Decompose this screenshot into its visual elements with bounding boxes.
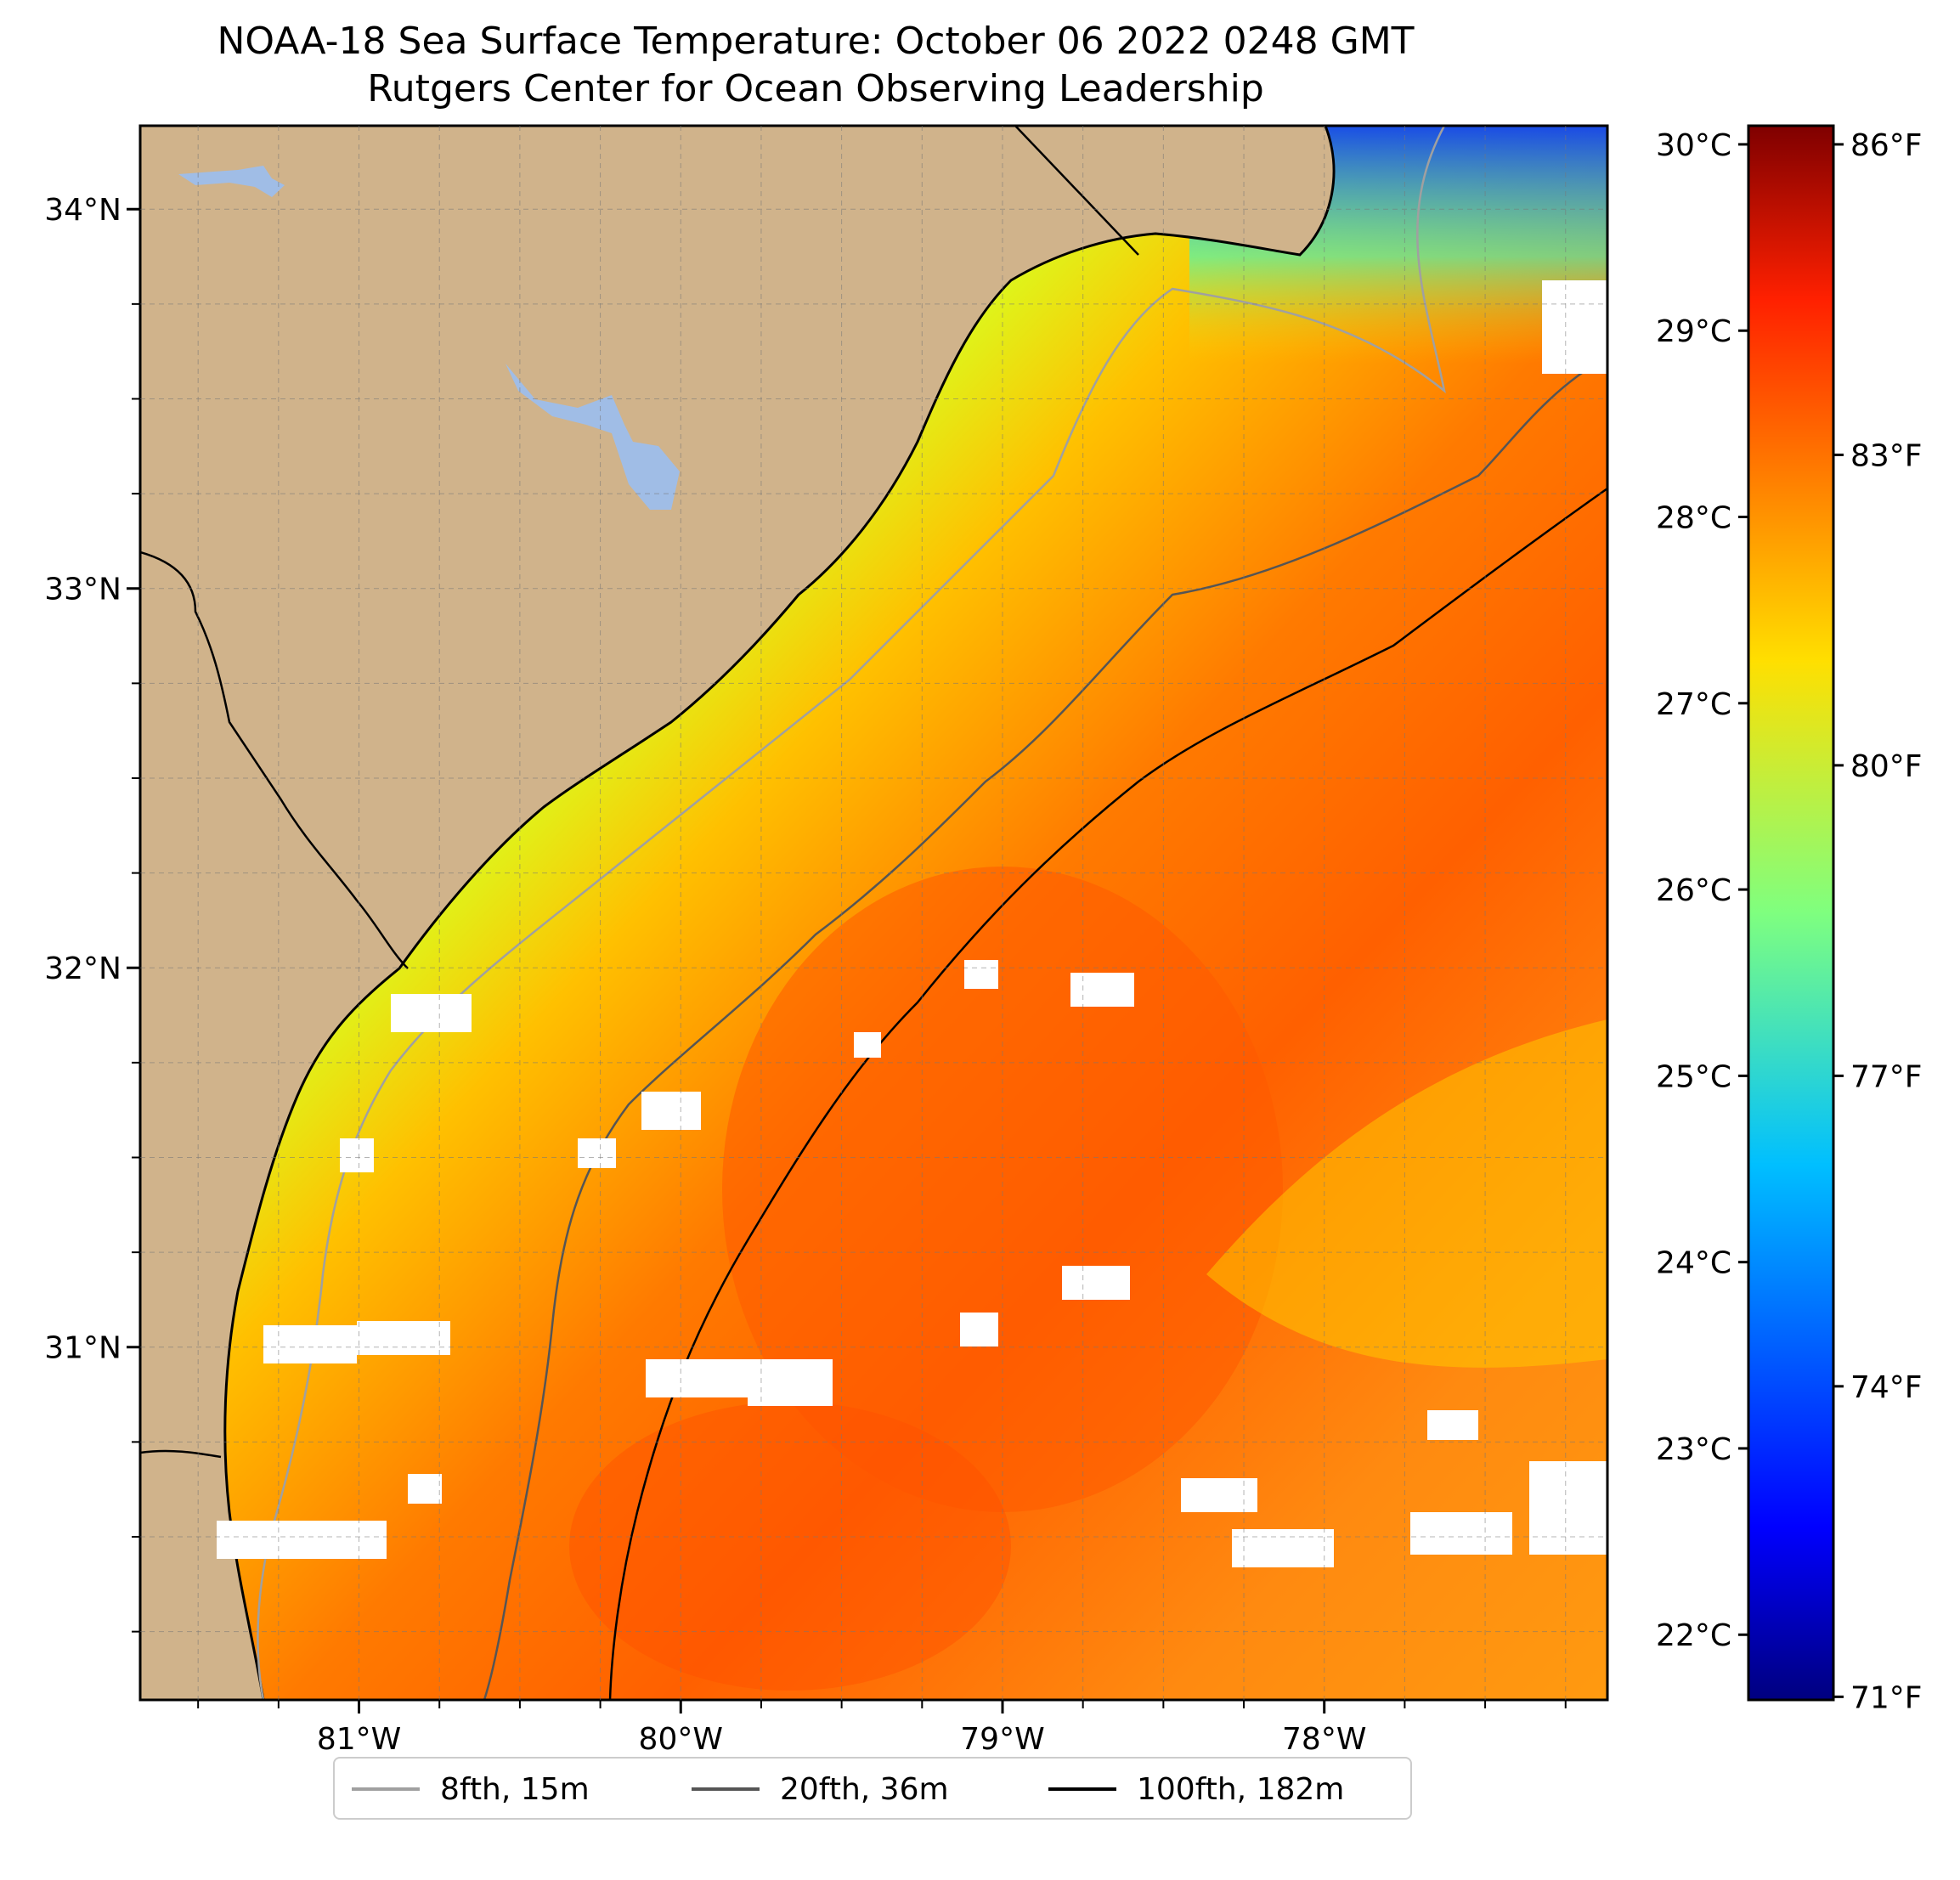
- fahrenheit-tick-label: 74°F: [1850, 1370, 1923, 1405]
- lake-marion: [506, 364, 680, 510]
- map-title: NOAA-18 Sea Surface Temperature: October…: [217, 20, 1415, 63]
- no-data-patches: [217, 280, 1607, 1567]
- celsius-tick-label: 28°C: [1656, 501, 1731, 536]
- celsius-tick-label: 30°C: [1656, 128, 1731, 163]
- coastline: [223, 126, 1336, 1700]
- state-border-sc-ga: [140, 550, 409, 969]
- celsius-tick-label: 27°C: [1656, 687, 1731, 722]
- colorbar-gradient: [1747, 124, 1835, 1702]
- fahrenheit-tick-label: 86°F: [1850, 128, 1923, 163]
- legend-label-8fth: 8fth, 15m: [440, 1771, 590, 1807]
- yellow-band-east: [1206, 1019, 1607, 1368]
- map-subtitle: Rutgers Center for Ocean Observing Leade…: [367, 67, 1264, 110]
- colorbar-ticks: 30°C 29°C 28°C 27°C 26°C 25°C 24°C 23°C 22°C 86°F…: [1656, 128, 1922, 1715]
- lat-tick-label: 33°N: [44, 573, 121, 607]
- state-border-ga-fl: [140, 1449, 222, 1459]
- celsius-tick-label: 25°C: [1656, 1059, 1731, 1094]
- celsius-tick-label: 22°C: [1656, 1618, 1731, 1653]
- legend-label-100fth: 100fth, 182m: [1137, 1771, 1345, 1807]
- fahrenheit-tick-label: 83°F: [1850, 438, 1923, 473]
- celsius-tick-label: 24°C: [1656, 1246, 1731, 1281]
- fahrenheit-tick-label: 80°F: [1850, 749, 1923, 784]
- isobath-20fth: [483, 355, 1607, 1700]
- lon-tick-label: 79°W: [960, 1722, 1044, 1757]
- state-border-nc-sc: [1014, 126, 1139, 256]
- isobath-100fth: [608, 487, 1607, 1700]
- lon-tick-label: 78°W: [1282, 1722, 1366, 1757]
- plot-frame: [138, 124, 1609, 1702]
- legend-item-8fth: 8fth, 15m: [352, 1770, 590, 1808]
- land-mass: [140, 126, 1334, 1700]
- legend-item-20fth: 20fth, 36m: [692, 1770, 949, 1808]
- celsius-tick-label: 23°C: [1656, 1432, 1731, 1467]
- legend-label-20fth: 20fth, 36m: [780, 1771, 949, 1807]
- axis-ticks: 34°N 33°N 32°N 31°N 81°W 80°W 79°W 78°W: [44, 193, 1567, 1757]
- legend-line-8fth: [352, 1787, 420, 1791]
- gridlines: [140, 126, 1607, 1700]
- celsius-tick-label: 29°C: [1656, 314, 1731, 349]
- legend-line-20fth: [692, 1787, 760, 1791]
- celsius-tick-label: 26°C: [1656, 873, 1731, 908]
- lon-tick-label: 80°W: [639, 1722, 723, 1757]
- warm-core: [722, 867, 1283, 1512]
- lon-tick-label: 81°W: [317, 1722, 401, 1757]
- warm-core-south: [569, 1402, 1011, 1691]
- fahrenheit-tick-label: 71°F: [1850, 1680, 1923, 1715]
- legend-line-100fth: [1048, 1787, 1116, 1791]
- legend-item-100fth: 100fth, 182m: [1048, 1770, 1344, 1808]
- lat-tick-label: 31°N: [44, 1331, 121, 1366]
- lat-tick-label: 34°N: [44, 193, 121, 228]
- lat-tick-label: 32°N: [44, 951, 121, 986]
- isobath-legend: 8fth, 15m 20fth, 36m 100fth, 182m: [333, 1757, 1412, 1820]
- fahrenheit-tick-label: 77°F: [1850, 1059, 1923, 1094]
- lake-north: [178, 166, 285, 197]
